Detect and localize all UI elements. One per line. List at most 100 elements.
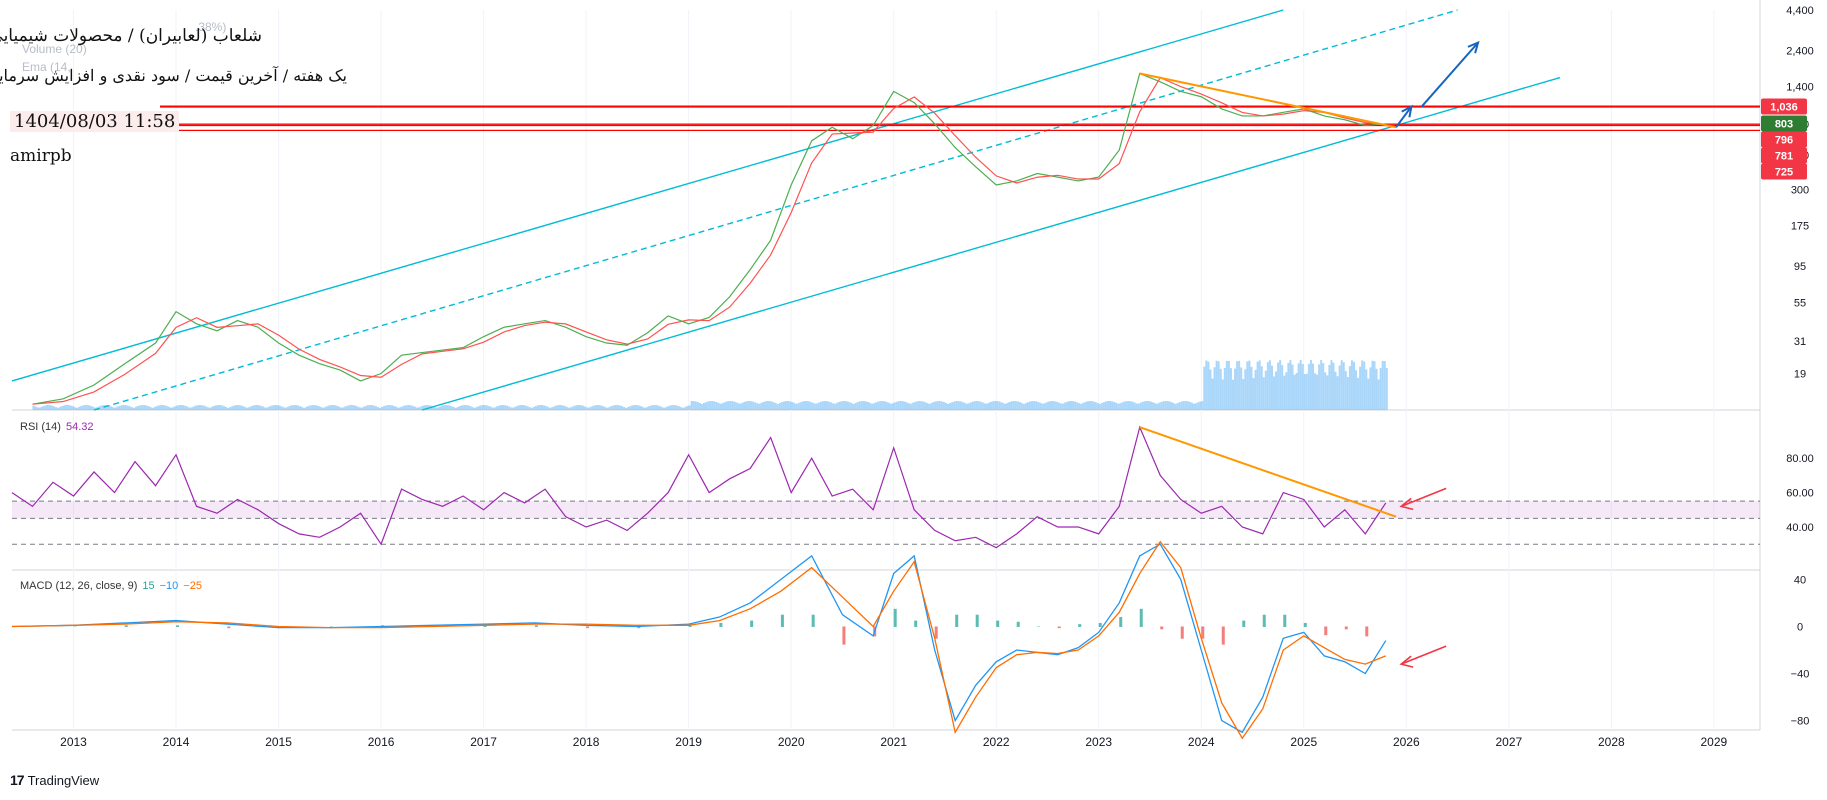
macd-signal-line[interactable] [11,540,1387,740]
volume-bar [491,407,494,410]
volume-bar [112,407,115,410]
datetime-label: 1404/08/03 11:58 [10,111,180,132]
volume-bar [1242,378,1245,410]
volume-bar [795,403,798,410]
volume-bar [407,405,410,410]
volume-bar [422,405,425,410]
volume-bar [426,405,429,410]
macd-histogram-bar [811,614,815,627]
volume-bar [487,405,490,410]
macd-pane[interactable] [11,540,1387,740]
volume-bar [1279,360,1282,410]
channel-midline[interactable] [93,9,1458,411]
volume-bar [1176,403,1179,410]
volume-bar [153,407,156,410]
volume-bar [1113,401,1116,410]
volume-bar [828,401,831,410]
macd-histogram-bar [688,625,692,627]
volume-bar [836,402,839,410]
price-y-tick-label: 1,400 [1786,81,1814,93]
volume-bar [934,401,937,410]
price-pane[interactable] [11,9,1760,411]
rsi-pane[interactable] [11,425,1760,549]
volume-bar [79,406,82,410]
volume-bar [1067,401,1070,410]
volume-bar [789,401,792,410]
volume-bar [799,402,802,410]
volume-bar [965,403,968,410]
volume-bar [186,406,189,410]
volume-bar [657,405,660,410]
channel-line[interactable] [421,76,1561,411]
volume-bar [1125,401,1128,410]
volume-bar [1256,361,1259,410]
volume-bar [532,406,535,410]
volume-bar [1115,402,1118,410]
price-label-box [1761,115,1807,132]
volume-bar [372,405,375,410]
volume-bar [688,405,691,410]
volume-bar [1309,360,1312,410]
rsi-line[interactable] [11,425,1387,549]
projection-arrow[interactable] [1420,41,1479,108]
volume-bar [682,407,685,410]
macd-histogram-bar [750,620,754,627]
channel-line[interactable] [11,9,1284,382]
volume-bar [813,403,816,410]
volume-bar [1182,401,1185,410]
volume-bar [709,401,712,410]
volume-bar [391,405,394,410]
volume-bar [942,402,945,410]
macd-histogram-bar [780,614,784,627]
volume-bar [354,405,357,410]
volume-bar [147,406,150,410]
macd-line-value: −10 [159,580,179,592]
rsi-trend-line[interactable] [1139,426,1397,518]
volume-bar [641,406,644,410]
volume-bar [206,407,209,410]
volume-bar [1057,402,1060,410]
volume-bar [190,407,193,410]
volume-bar [914,401,917,410]
volume-bar [264,407,267,410]
volume-bar [38,407,41,410]
volume-bar [516,405,519,410]
volume-bar [610,405,613,410]
volume-bar [151,407,154,410]
volume-bar [711,401,714,410]
x-tick-label: 2029 [1701,735,1728,749]
volume-bar [471,406,474,410]
price-line[interactable] [32,72,1386,405]
rsi-pointer-arrow[interactable] [1400,487,1447,508]
volume-bar [91,406,94,410]
projection-arrow[interactable] [1395,105,1413,128]
axes: 2013 2014 2015 2016 2017 2018 2019 2020 2021 2022… [60,5,1814,749]
volume-bar [477,406,480,410]
volume-bar [340,407,343,410]
volume-bar [926,403,929,410]
volume-bar [1084,401,1087,410]
volume-bar [1002,403,1005,410]
rsi-legend[interactable]: RSI (14) 54.32 [20,421,94,433]
volume-bar [81,405,84,410]
volume-bar [842,401,845,410]
volume-bar [1348,366,1351,410]
volume-bar [994,401,997,410]
macd-line[interactable] [11,543,1387,734]
volume-bar [118,405,121,410]
volume-bar [120,405,123,410]
volume-bar [389,405,392,410]
volume-bar [411,405,414,410]
price-trend-line[interactable] [1139,72,1397,129]
volume-bar [1307,363,1310,410]
volume-bar [940,401,943,410]
volume-bar [700,403,703,410]
rsi-y-tick-label: 40.00 [1786,522,1814,534]
macd-histogram-bar [1078,624,1082,627]
volume-bar [698,402,701,410]
macd-pointer-arrow[interactable] [1400,645,1447,665]
volume-bar [1287,362,1290,410]
macd-histogram-bar [534,625,538,627]
tradingview-logo[interactable]: 17 TradingView [10,772,99,788]
macd-legend[interactable]: MACD (12, 26, close, 9) 15 −10 −25 [20,580,202,592]
